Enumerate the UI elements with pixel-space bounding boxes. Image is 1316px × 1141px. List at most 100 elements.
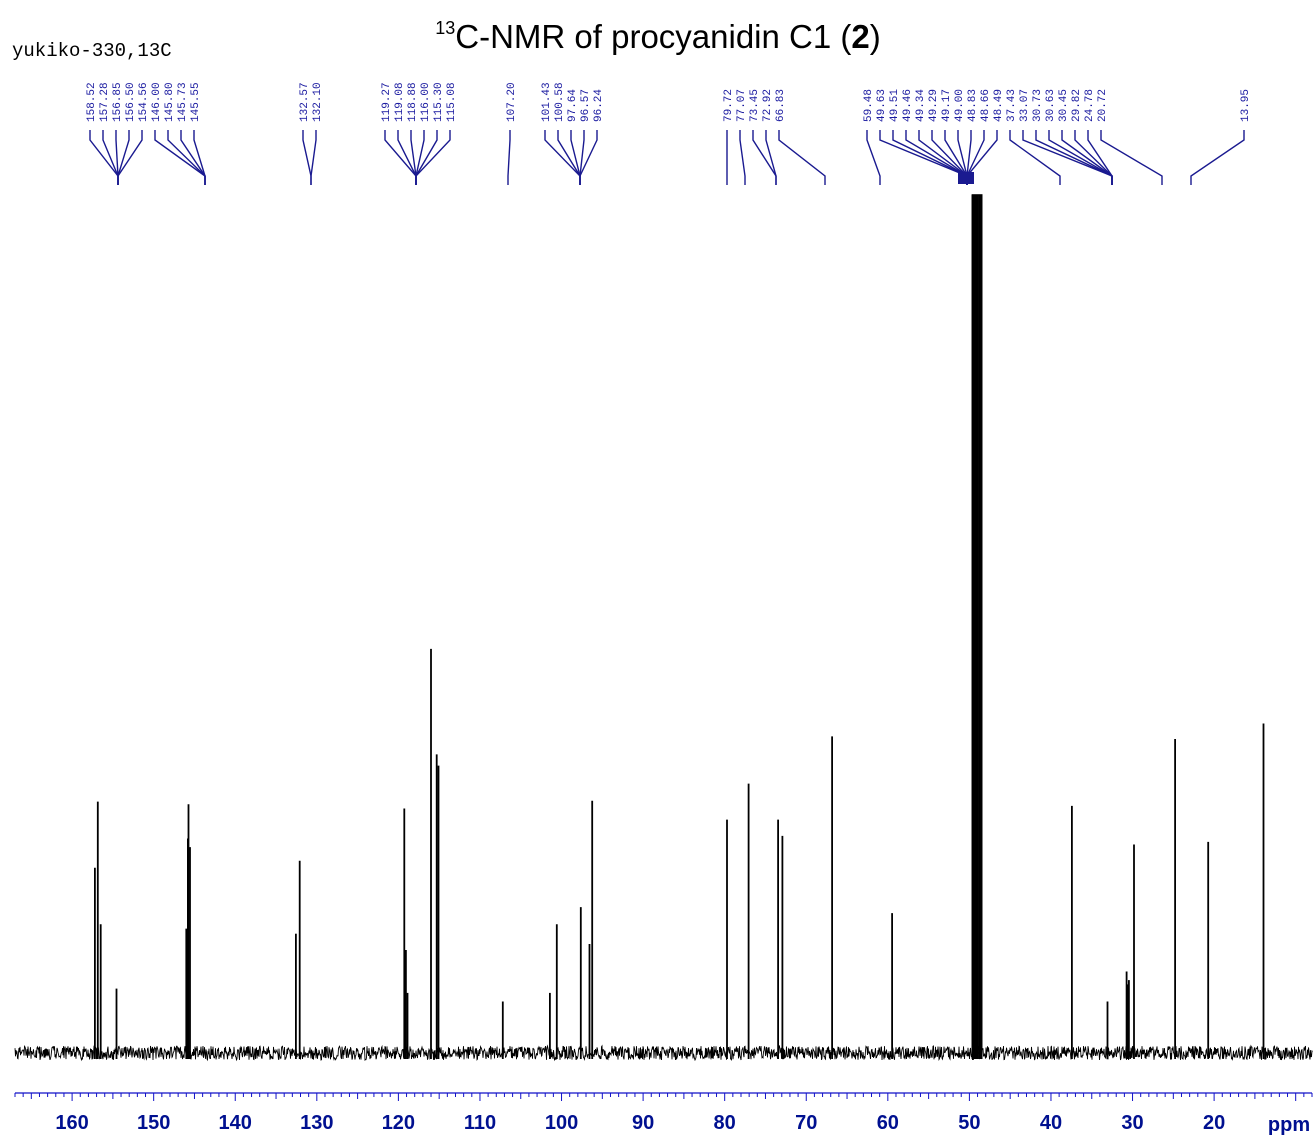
- peak-label: 59.48: [863, 89, 875, 122]
- peak-label-connector: [1100, 130, 1163, 185]
- peak-label: 116.00: [420, 82, 432, 122]
- peak-label-connector: [415, 130, 451, 185]
- spectrum-trace: [14, 194, 1313, 1062]
- peak-label: 146.00: [151, 82, 163, 122]
- peak-label: 20.72: [1097, 89, 1109, 122]
- peak-label: 49.17: [941, 89, 953, 122]
- peak-label: 156.85: [112, 82, 124, 122]
- peak-label: 48.66: [980, 89, 992, 122]
- peak-label: 145.73: [177, 82, 189, 122]
- peak-label-connector: [410, 130, 417, 185]
- peak-label-connector: [193, 130, 206, 185]
- peak-label-connector: [415, 130, 425, 185]
- peak-label: 79.72: [723, 89, 735, 122]
- peak-label: 115.30: [433, 82, 445, 122]
- peak-label: 49.63: [876, 89, 888, 122]
- peak-label-connector: [1009, 130, 1061, 185]
- peak-label-connector: [579, 130, 598, 185]
- ppm-axis: 160 150 140 130 120 110 100 90 80 70 60 50 40 30 20 ppm: [14, 1092, 1313, 1136]
- peak-label: 48.49: [993, 89, 1005, 122]
- peak-label: 157.28: [99, 82, 111, 122]
- axis-unit-label: ppm: [1268, 1114, 1310, 1136]
- axis-tick-label: 120: [382, 1112, 415, 1134]
- peak-label: 13.95: [1240, 89, 1252, 122]
- peak-label-connector: [302, 130, 312, 185]
- peak-label-connector: [89, 130, 119, 185]
- axis-tick-label: 150: [137, 1112, 170, 1134]
- axis-tick-label: 140: [219, 1112, 252, 1134]
- peak-label-connector: [507, 130, 511, 185]
- peak-label-connectors: [89, 130, 1245, 185]
- peak-label: 132.57: [299, 82, 311, 122]
- chart-title: 13C-NMR of procyanidin C1 (2): [0, 18, 1316, 56]
- peak-labels: 158.52 157.28 156.85 156.50 154.56 146.00 145.…: [86, 82, 1252, 122]
- title-main: C-NMR of procyanidin C1 (: [455, 18, 852, 55]
- peak-label: 97.64: [567, 89, 579, 122]
- peak-label: 154.56: [138, 82, 150, 122]
- axis-tick-label: 70: [795, 1112, 817, 1134]
- peak-label: 30.45: [1058, 89, 1070, 122]
- peak-label-connector: [866, 130, 881, 185]
- peak-label-connector: [117, 130, 130, 185]
- peak-label: 49.51: [889, 89, 901, 122]
- title-close: ): [869, 18, 881, 55]
- peak-label: 119.08: [394, 82, 406, 122]
- peak-label: 77.07: [736, 89, 748, 122]
- axis-tick-label: 20: [1203, 1112, 1225, 1134]
- peak-label: 72.92: [762, 89, 774, 122]
- sample-label: yukiko-330,13C: [12, 40, 172, 62]
- peak-label: 24.78: [1084, 89, 1096, 122]
- peak-label: 107.20: [506, 82, 518, 122]
- peak-label-connector: [117, 130, 143, 185]
- peak-label: 30.63: [1045, 89, 1057, 122]
- peak-label-connector: [1190, 130, 1245, 185]
- axis-tick-label: 100: [545, 1112, 578, 1134]
- title-superscript: 13: [435, 18, 456, 38]
- peak-label-connector: [1048, 130, 1113, 185]
- axis-tick-label: 130: [300, 1112, 333, 1134]
- peak-label: 156.50: [125, 82, 137, 122]
- title-bold: 2: [851, 18, 870, 55]
- axis-tick-label: 90: [632, 1112, 654, 1134]
- peak-label-connector: [778, 130, 826, 185]
- peak-label: 33.07: [1019, 89, 1031, 122]
- peak-label: 30.73: [1032, 89, 1044, 122]
- axis-tick-label: 160: [55, 1112, 88, 1134]
- solvent-cluster-marker: [958, 172, 974, 184]
- peak-label: 73.45: [749, 89, 761, 122]
- peak-label: 145.80: [164, 82, 176, 122]
- peak-label: 96.24: [593, 89, 605, 122]
- axis-tick-label: 50: [958, 1112, 980, 1134]
- baseline-noise: [14, 1044, 1313, 1062]
- peak-label: 101.43: [541, 82, 553, 122]
- axis-tick-label: 80: [714, 1112, 736, 1134]
- peak-label: 96.57: [580, 89, 592, 122]
- peak-label: 49.46: [902, 89, 914, 122]
- peak-label-connector: [570, 130, 581, 185]
- peak-label: 100.58: [554, 82, 566, 122]
- peak-label-connector: [1061, 130, 1113, 185]
- peak-label: 37.43: [1006, 89, 1018, 122]
- peak-label-connector: [765, 130, 777, 185]
- peak-label: 29.82: [1071, 89, 1083, 122]
- peak-label-connector: [1087, 130, 1113, 185]
- peak-label: 145.55: [190, 82, 202, 122]
- peak-label-connector: [180, 130, 206, 185]
- axis-tick-label: 60: [877, 1112, 899, 1134]
- peak-label: 132.10: [312, 82, 324, 122]
- peak-label: 49.29: [928, 89, 940, 122]
- peak-label-connector: [739, 130, 746, 185]
- axis-tick-label: 30: [1121, 1112, 1143, 1134]
- solvent-peak: [971, 194, 983, 1054]
- peak-label-connector: [752, 130, 777, 185]
- peak-label-connector: [154, 130, 206, 185]
- peak-label: 118.88: [407, 82, 419, 122]
- peak-label: 119.27: [381, 82, 393, 122]
- peak-label: 115.08: [446, 82, 458, 122]
- peak-label: 49.34: [915, 89, 927, 122]
- axis-tick-label: 40: [1040, 1112, 1062, 1134]
- axis-tick-label: 110: [464, 1112, 496, 1134]
- peak-label: 158.52: [86, 82, 98, 122]
- peak-label: 49.00: [954, 89, 966, 122]
